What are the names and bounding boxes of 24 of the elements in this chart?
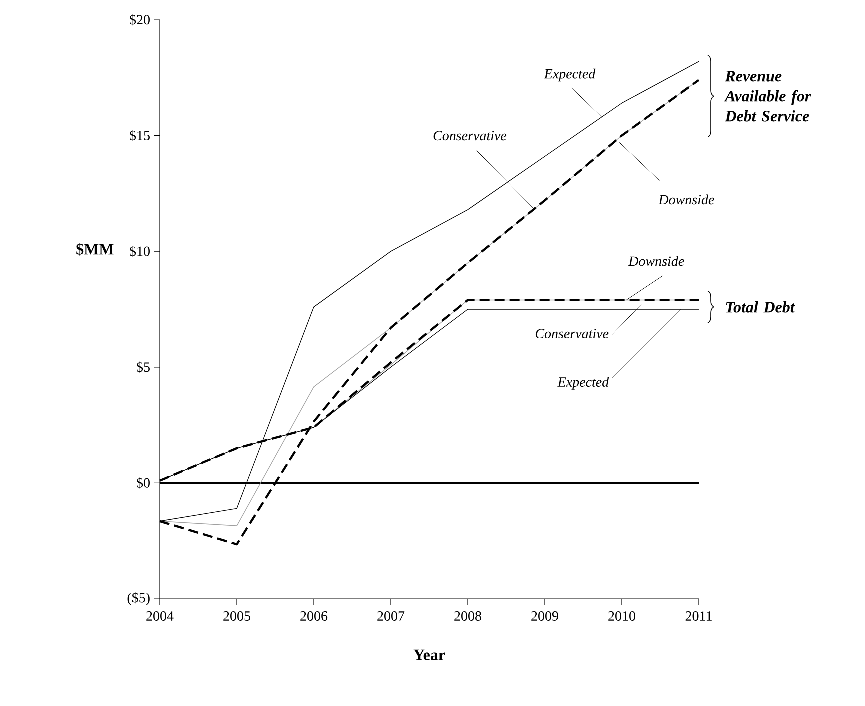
x-tick-label: 2008 [454,612,482,621]
y-tick-label: $0 [137,478,150,489]
text: Revenue Available for Debt Service [724,71,812,122]
y-axis-title: $MM [76,243,114,256]
annotation: Expected [544,68,596,82]
text: Total Debt [726,302,796,313]
x-tick-label: 2009 [532,612,558,621]
x-axis-title: Year [414,650,446,660]
x-tick-label: 2011 [686,612,712,621]
annotation: Conservative [434,131,507,141]
y-tick-label: $20 [130,14,150,26]
y-tick-label: $15 [130,130,150,142]
y-tick-label: $10 [130,246,150,258]
x-tick-label: 2007 [378,612,405,621]
x-tick-label: 2004 [146,612,174,621]
annotation: Downside [658,194,714,205]
annotation: Downside [628,256,684,266]
x-tick-label: 2010 [608,612,636,621]
annotation: Conservative [536,329,609,339]
y-tick-label: $5 [137,362,150,373]
y-tick-label: ($5) [128,592,150,606]
annotation: Expected [558,377,610,390]
x-tick-label: 2006 [300,612,328,621]
x-tick-label: 2005 [224,612,250,621]
